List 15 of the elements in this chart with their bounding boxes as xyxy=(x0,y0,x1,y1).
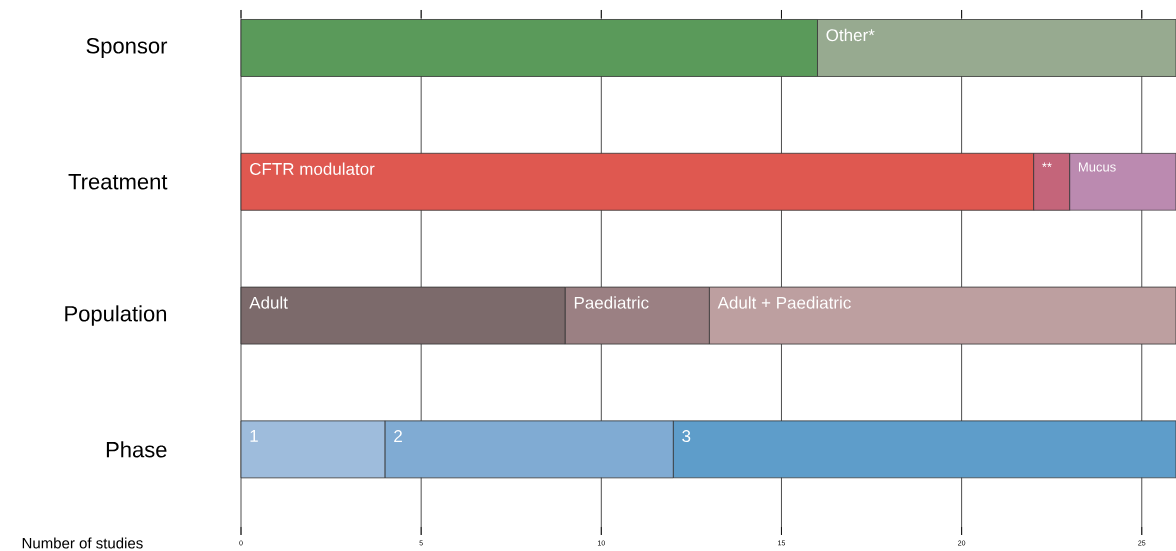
series-label: 1 xyxy=(250,430,258,442)
y-tick-label: Phase xyxy=(106,441,167,458)
series-label: Adult + Paediatric xyxy=(717,296,851,309)
y-tick-label: Treatment xyxy=(68,174,168,190)
x-axis-title: Number of studies xyxy=(22,537,143,549)
series-label: ** xyxy=(1042,162,1052,168)
y-tick-label: Population xyxy=(65,305,167,326)
series-label: CFTR modulator xyxy=(250,162,375,175)
series-label: Other* xyxy=(826,28,875,42)
series-label: 2 xyxy=(394,430,402,442)
series-label: Mucus xyxy=(1078,162,1116,172)
series-label: 3 xyxy=(682,430,691,443)
y-tick-label: Sponsor xyxy=(86,38,168,58)
series-label: Adult xyxy=(249,296,288,309)
series-label: Paediatric xyxy=(574,296,649,309)
